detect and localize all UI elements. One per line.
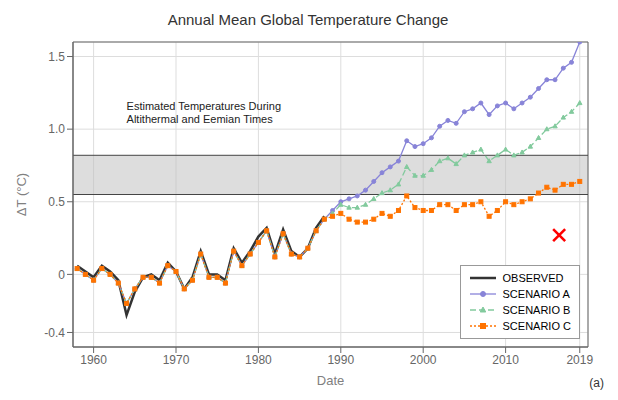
html-text:(a): (a) (589, 376, 604, 390)
html-text:Annual Mean Global Temperature: Annual Mean Global Temperature Change (167, 11, 449, 28)
svg-text:1990: 1990 (327, 353, 354, 367)
svg-text:2000: 2000 (410, 353, 437, 367)
svg-text:1.0: 1.0 (48, 122, 65, 136)
svg-text:1.5: 1.5 (48, 50, 65, 64)
svg-text:ΔT (°C): ΔT (°C) (14, 173, 29, 216)
html-text:SCENARIO C: SCENARIO C (502, 320, 571, 332)
svg-text:Date: Date (317, 373, 344, 388)
html-text:OBSERVED: OBSERVED (502, 272, 564, 284)
svg-text:2010: 2010 (492, 353, 519, 367)
svg-text:0.5: 0.5 (48, 195, 65, 209)
svg-text:1960: 1960 (80, 353, 107, 367)
svg-text:-0.4: -0.4 (44, 326, 65, 340)
html-text:SCENARIO A: SCENARIO A (502, 288, 570, 300)
html-text:SCENARIO B: SCENARIO B (502, 304, 571, 316)
svg-text:0: 0 (58, 268, 65, 282)
svg-text:1970: 1970 (163, 353, 190, 367)
svg-text:1980: 1980 (245, 353, 272, 367)
svg-text:Estimated Temperatures DuringA: Estimated Temperatures DuringAltithermal… (127, 100, 281, 125)
svg-text:2019: 2019 (566, 353, 593, 367)
